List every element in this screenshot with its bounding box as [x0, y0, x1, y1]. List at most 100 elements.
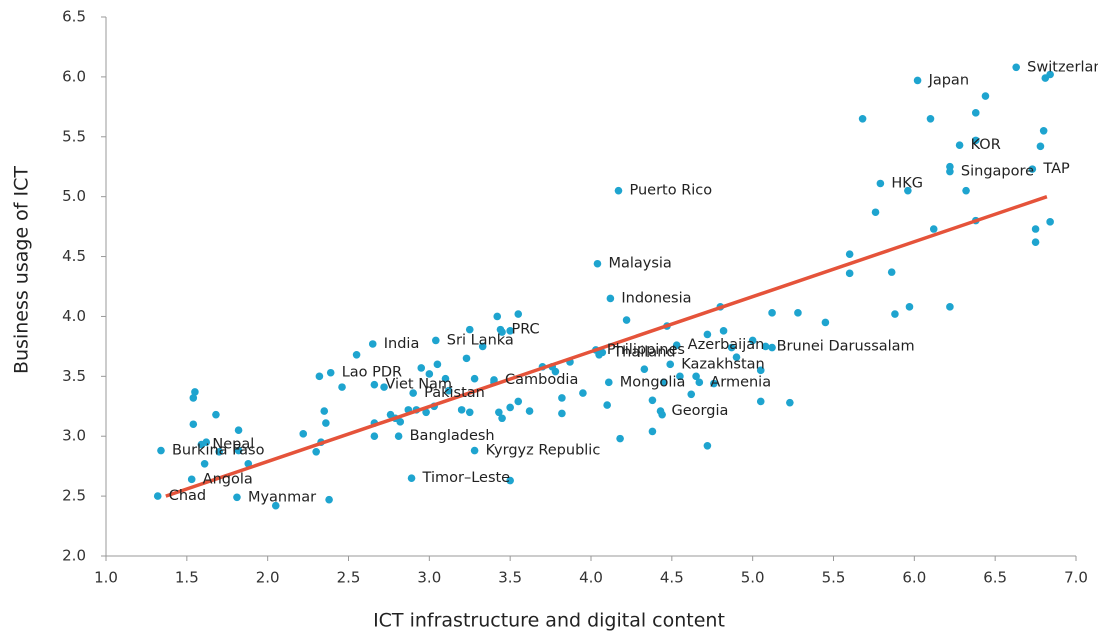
point-label: HKG: [891, 175, 923, 191]
point-label: Singapore: [961, 164, 1034, 180]
point: [676, 372, 684, 381]
y-tick-label: 5.0: [62, 187, 86, 205]
point: [441, 374, 450, 383]
point: [370, 432, 379, 441]
point: [425, 370, 434, 378]
point: [845, 250, 854, 258]
point: [1046, 70, 1054, 79]
point: [606, 294, 615, 303]
point: [595, 350, 603, 359]
point: [703, 442, 712, 450]
point: [904, 186, 912, 195]
point-label: PRC: [511, 322, 539, 338]
point: [157, 446, 165, 455]
y-tick-label: 6.0: [62, 67, 86, 85]
point: [320, 407, 329, 415]
x-tick-label: 5.0: [741, 569, 765, 587]
y-tick-label: 2.0: [62, 547, 86, 565]
point: [478, 342, 487, 351]
point: [887, 268, 896, 276]
point: [394, 432, 403, 441]
point-label: Japan: [928, 72, 969, 88]
point: [514, 310, 523, 318]
point: [191, 388, 199, 396]
point: [409, 389, 417, 397]
point-label: Philippines: [607, 342, 685, 358]
point-label: Cambodia: [505, 372, 578, 388]
point: [622, 316, 631, 324]
point-label: Azerbaijan: [688, 337, 765, 353]
point: [614, 186, 623, 195]
point: [640, 365, 649, 373]
point: [756, 366, 765, 375]
point: [153, 492, 162, 500]
point: [962, 186, 970, 195]
point: [692, 372, 700, 381]
point: [858, 115, 867, 123]
x-tick-label: 3.5: [498, 569, 522, 587]
point: [1036, 142, 1045, 151]
x-tick-label: 6.5: [983, 569, 1007, 587]
point-label: Chad: [169, 488, 206, 504]
point: [891, 310, 899, 318]
point: [929, 225, 938, 233]
y-tick-label: 2.5: [62, 487, 86, 505]
point-label: Myanmar: [248, 489, 316, 505]
point: [876, 179, 885, 188]
point: [498, 328, 506, 336]
point: [593, 259, 602, 268]
point: [462, 354, 471, 363]
point: [946, 303, 954, 311]
point-label: India: [384, 336, 420, 352]
point: [422, 408, 430, 417]
x-tick-label: 1.5: [175, 569, 199, 587]
point-label: Burkina Faso: [172, 443, 265, 459]
point-label: Indonesia: [621, 290, 691, 306]
y-tick-label: 4.5: [62, 247, 86, 265]
point: [1039, 126, 1048, 135]
point-label: Thailand: [612, 344, 675, 360]
point: [470, 374, 479, 383]
point: [768, 309, 776, 317]
point: [687, 390, 696, 399]
point: [871, 208, 880, 217]
point: [719, 327, 728, 335]
point: [444, 386, 453, 395]
point-label: Kazakhstan: [681, 356, 765, 372]
point: [616, 434, 624, 443]
trend-line: [165, 195, 1048, 498]
point-label: Armenia: [710, 374, 771, 390]
point: [380, 383, 388, 391]
point: [525, 407, 534, 415]
point: [971, 136, 980, 145]
point: [326, 368, 335, 377]
point-label: Switzerland: [1027, 59, 1098, 75]
point: [666, 360, 675, 369]
point: [417, 364, 426, 372]
point-label: Mongolia: [620, 374, 686, 390]
point: [465, 325, 474, 334]
point: [312, 447, 320, 456]
point: [955, 141, 964, 149]
point-label: Timor–Leste: [422, 470, 511, 486]
point: [768, 343, 776, 352]
point: [946, 162, 954, 171]
x-tick-label: 3.0: [417, 569, 441, 587]
x-tick-label: 2.5: [337, 569, 361, 587]
point: [971, 109, 980, 117]
point: [761, 342, 770, 351]
point: [352, 350, 361, 359]
point: [506, 476, 514, 485]
point: [189, 420, 198, 429]
point: [271, 501, 280, 510]
point: [212, 410, 220, 419]
point: [370, 380, 379, 389]
point-label: Lao PDR: [342, 365, 402, 381]
y-tick-label: 4.0: [62, 307, 86, 325]
point: [495, 408, 503, 417]
point-label: KOR: [971, 137, 1001, 153]
point-label: Puerto Rico: [629, 183, 712, 199]
point: [470, 446, 479, 455]
point: [368, 340, 377, 348]
